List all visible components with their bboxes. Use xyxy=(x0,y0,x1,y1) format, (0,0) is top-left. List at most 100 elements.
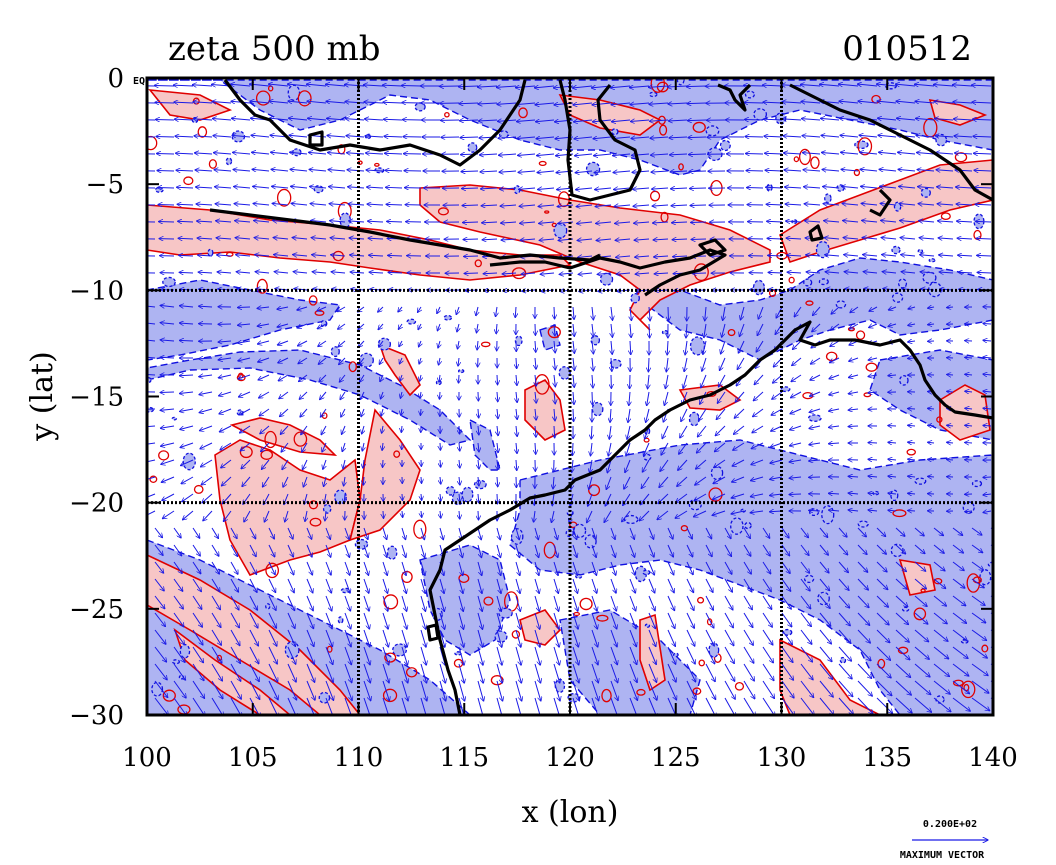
wind-vector xyxy=(270,152,289,154)
y-tick-label: −10 xyxy=(69,276,124,306)
x-tick-label: 105 xyxy=(228,743,278,773)
wind-vector xyxy=(155,102,175,103)
wind-vector xyxy=(947,307,954,308)
wind-vector xyxy=(277,340,289,345)
negative-contour-blob xyxy=(611,128,619,136)
negative-contour-blob xyxy=(705,125,720,137)
wind-vector xyxy=(610,86,631,88)
wind-vector xyxy=(976,238,992,239)
wind-vector xyxy=(933,85,954,86)
wind-vector xyxy=(278,357,289,363)
wind-vector xyxy=(843,221,859,222)
wind-vector xyxy=(863,272,878,273)
negative-contour-blob xyxy=(265,603,271,610)
negative-contour-blob xyxy=(689,336,706,356)
wind-vector xyxy=(830,323,840,330)
wind-vector xyxy=(869,306,878,311)
wind-vector xyxy=(635,273,650,274)
wind-vector xyxy=(517,137,536,139)
wind-vector xyxy=(973,153,992,154)
positive-contour-blob xyxy=(256,278,268,294)
wind-vector xyxy=(478,103,498,104)
wind-vector xyxy=(255,255,270,256)
wind-vector xyxy=(820,749,836,768)
wind-vector xyxy=(481,205,498,206)
wind-vector xyxy=(956,204,973,205)
wind-vector xyxy=(179,272,194,273)
wind-vector xyxy=(958,272,973,273)
wind-vector xyxy=(592,340,593,354)
wind-vector xyxy=(480,188,498,189)
wind-vector xyxy=(612,154,631,156)
wind-vector xyxy=(684,357,688,372)
wind-vector xyxy=(199,306,213,307)
wind-vector xyxy=(461,171,479,172)
wind-vector xyxy=(251,152,270,154)
negative-contour-blob xyxy=(824,193,832,204)
wind-vector xyxy=(965,357,973,358)
wind-vector xyxy=(936,170,954,171)
wind-vector xyxy=(611,120,631,122)
wind-vector xyxy=(179,306,194,307)
wind-vector xyxy=(232,152,251,154)
wind-vector xyxy=(193,102,213,103)
wind-vector xyxy=(174,732,188,751)
wind-vector xyxy=(231,714,232,715)
wind-vector xyxy=(686,86,707,87)
wind-vector xyxy=(193,732,206,752)
wind-vector xyxy=(312,272,327,273)
wind-vector xyxy=(398,306,402,312)
wind-vector xyxy=(611,714,612,715)
positive-contour-blob xyxy=(437,207,449,216)
wind-vector xyxy=(785,204,802,205)
wind-vector xyxy=(213,136,232,137)
wind-vector xyxy=(217,255,232,256)
map-title: zeta 500 mb xyxy=(168,29,380,69)
wind-vector xyxy=(782,714,783,715)
y-tick-label: −30 xyxy=(69,701,124,731)
wind-vector xyxy=(849,323,859,329)
wind-vector xyxy=(311,221,327,222)
wind-vector xyxy=(920,255,935,256)
wind-vector xyxy=(768,272,783,273)
wind-vector xyxy=(257,324,270,326)
wind-vector xyxy=(782,102,802,103)
negative-contour-blob xyxy=(151,681,164,697)
negative-contour-blob xyxy=(897,278,908,289)
wind-vector xyxy=(156,136,175,137)
positive-contour-blob xyxy=(936,416,943,423)
wind-vector xyxy=(345,102,365,103)
wind-vector xyxy=(501,222,517,223)
wind-vector xyxy=(611,323,612,337)
negative-contour-blob xyxy=(630,293,640,304)
positive-contour-blob xyxy=(544,210,550,214)
wind-vector xyxy=(806,272,821,273)
positive-contour-blob xyxy=(393,450,401,458)
wind-vector xyxy=(671,205,688,206)
wind-vector xyxy=(347,187,365,188)
wind-vector xyxy=(254,238,270,239)
negative-contour-blob xyxy=(191,117,199,124)
wind-vector xyxy=(858,714,859,715)
wind-vector xyxy=(648,86,669,87)
wind-vector xyxy=(234,204,251,205)
wind-vector xyxy=(254,221,270,222)
wind-vector xyxy=(253,203,270,205)
wind-vector xyxy=(155,714,156,715)
wind-vector xyxy=(775,323,783,335)
positive-contour-blob xyxy=(727,329,736,337)
wind-vector xyxy=(888,375,897,376)
wind-vector xyxy=(672,222,688,223)
wind-vector xyxy=(839,749,855,768)
wind-vector xyxy=(958,255,973,256)
wind-vector xyxy=(823,204,840,205)
negative-contour-blob xyxy=(162,276,176,288)
negative-contour-blob xyxy=(585,161,601,177)
wind-vector xyxy=(848,426,859,427)
positive-contour-blob xyxy=(953,679,964,687)
wind-vector xyxy=(687,120,707,121)
wind-vector xyxy=(540,273,555,274)
wind-vector xyxy=(947,391,954,392)
wind-vector xyxy=(369,255,384,256)
